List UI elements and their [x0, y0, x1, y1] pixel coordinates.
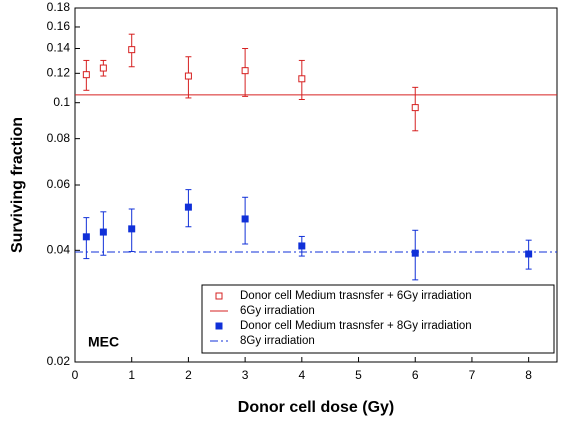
y-tick-label: 0.04	[47, 242, 71, 256]
y-tick-label: 0.02	[47, 354, 71, 368]
data-point	[99, 228, 107, 236]
legend-box	[201, 284, 555, 354]
data-point	[411, 104, 419, 112]
x-tick-label: 6	[412, 368, 419, 382]
data-point	[184, 203, 192, 211]
data-point	[298, 75, 306, 83]
x-tick-label: 1	[128, 368, 135, 382]
legend-label: Donor cell Medium trasnsfer + 6Gy irradi…	[240, 290, 472, 302]
x-tick-label: 0	[72, 368, 79, 382]
legend-marker	[215, 322, 223, 330]
legend-label: 6Gy irradiation	[240, 305, 315, 317]
data-point	[128, 46, 136, 54]
data-point	[411, 249, 419, 257]
y-tick-label: 0.08	[47, 131, 71, 145]
legend-label: 8Gy irradiation	[240, 335, 315, 347]
legend-label: Donor cell Medium trasnsfer + 8Gy irradi…	[240, 320, 472, 332]
y-tick-label: 0.12	[47, 65, 71, 79]
data-point	[82, 233, 90, 241]
x-tick-label: 2	[185, 368, 192, 382]
annotation: MEC	[88, 334, 119, 350]
y-tick-label: 0.16	[47, 19, 71, 33]
legend-marker	[215, 292, 223, 300]
x-tick-label: 7	[469, 368, 476, 382]
y-tick-label: 0.06	[47, 177, 71, 191]
data-point	[128, 225, 136, 233]
y-tick-label: 0.1	[53, 95, 70, 109]
x-tick-label: 4	[298, 368, 305, 382]
x-tick-label: 5	[355, 368, 362, 382]
data-point	[298, 242, 306, 250]
y-tick-label: 0.18	[47, 0, 71, 14]
data-point	[184, 72, 192, 80]
data-point	[241, 215, 249, 223]
x-axis-label: Donor cell dose (Gy)	[238, 399, 394, 416]
data-point	[241, 67, 249, 75]
data-point	[99, 64, 107, 72]
data-point	[525, 250, 533, 258]
x-tick-label: 8	[525, 368, 532, 382]
y-axis-label: Surviving fraction	[9, 117, 26, 253]
x-tick-label: 3	[242, 368, 249, 382]
y-tick-label: 0.14	[47, 41, 71, 55]
data-point	[82, 71, 90, 79]
